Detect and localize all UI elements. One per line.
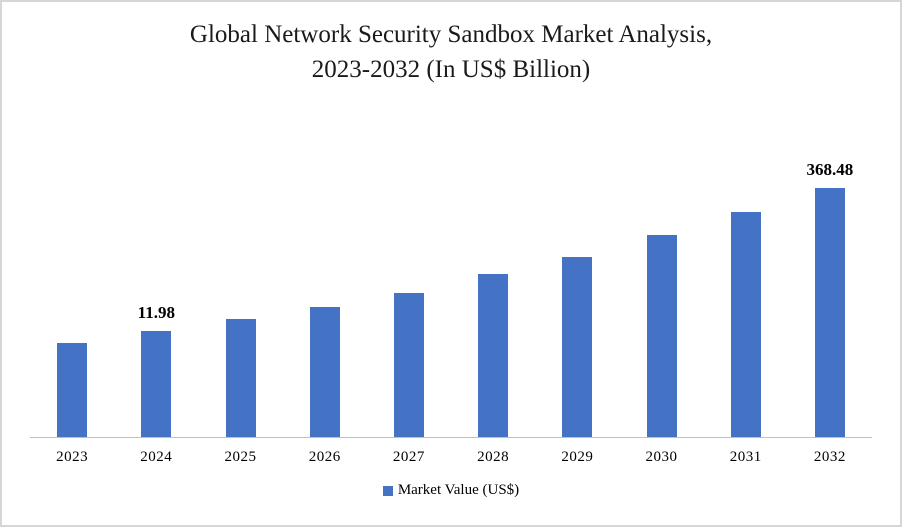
- bar-2023: [57, 343, 88, 437]
- bar-slot-2025: [198, 137, 282, 437]
- x-label-2023: 2023: [56, 449, 89, 465]
- bar-2025: [225, 319, 256, 437]
- chart-title-line1: Global Network Security Sandbox Market A…: [189, 21, 713, 48]
- x-label-2027: 2027: [392, 449, 425, 465]
- x-label-2031: 2031: [729, 449, 762, 465]
- bar-2032: [814, 188, 845, 437]
- x-label-2032: 2032: [813, 449, 846, 465]
- legend: Market Value (US$): [2, 482, 900, 499]
- x-label-2030: 2030: [645, 449, 678, 465]
- chart-title-line2: 2023-2032 (In US$ Billion): [311, 55, 591, 83]
- x-label-2028: 2028: [477, 449, 510, 465]
- chart-title: Global Network Security Sandbox Market A…: [2, 18, 900, 87]
- data-label-2024: 11.98: [137, 303, 175, 322]
- bar-slot-2032: 368.48: [788, 137, 872, 437]
- x-axis-labels: 2023 2024 2025 2026 2027 2028 2029 2030 2031 2032: [30, 438, 872, 466]
- bar-slot-2028: [451, 137, 535, 437]
- bar-2028: [478, 274, 509, 437]
- bar-slot-2030: [619, 137, 703, 437]
- bar-2030: [646, 235, 677, 437]
- x-label-2029: 2029: [561, 449, 594, 465]
- plot-area: 11.98 368.48: [30, 137, 872, 438]
- bar-slot-2031: [704, 137, 788, 437]
- bar-2026: [309, 307, 340, 437]
- bar-slot-2024: 11.98: [114, 137, 198, 437]
- bar-2027: [393, 293, 424, 437]
- x-label-2024: 2024: [140, 449, 173, 465]
- data-label-2032: 368.48: [806, 160, 854, 179]
- bar-2029: [562, 257, 593, 437]
- bar-2031: [730, 212, 761, 437]
- bar-slot-2029: [535, 137, 619, 437]
- x-label-2025: 2025: [224, 449, 257, 465]
- legend-swatch-icon: [382, 485, 393, 496]
- bar-slot-2026: [283, 137, 367, 437]
- bar-slot-2027: [367, 137, 451, 437]
- bar-slot-2023: [30, 137, 114, 437]
- bar-2024: [141, 331, 172, 437]
- x-label-2026: 2026: [308, 449, 341, 465]
- legend-label: Market Value (US$): [397, 482, 520, 498]
